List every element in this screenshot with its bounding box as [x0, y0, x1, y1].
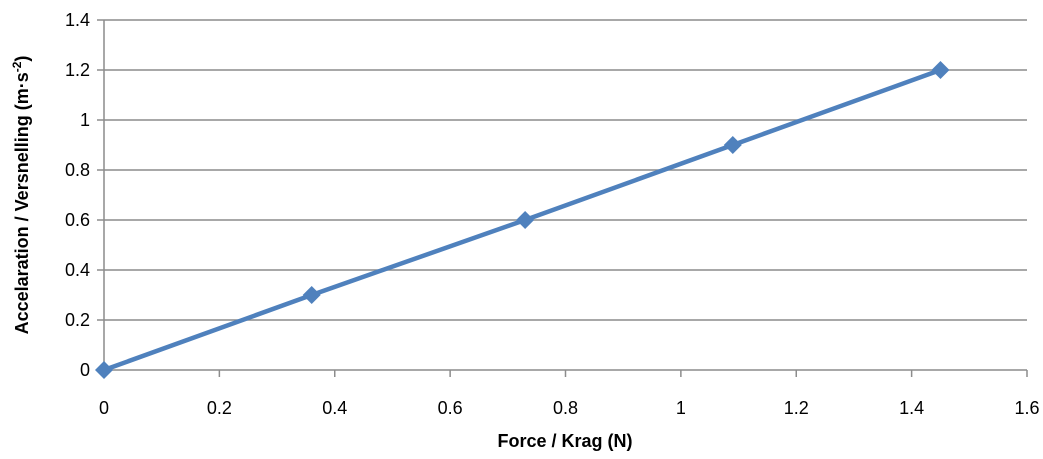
data-point-marker: [302, 286, 321, 304]
y-tick-label: 1.4: [65, 10, 90, 30]
y-tick-label: 0: [80, 360, 90, 380]
x-axis-title: Force / Krag (N): [497, 431, 632, 451]
x-axis-ticks: 0 0.2 0.4 0.6 0.8 1 1.2 1.4 1.6: [99, 370, 1040, 418]
y-axis-title-main: Accelaration / Versnelling (m·s: [12, 72, 32, 334]
x-tick-label: 0.4: [322, 398, 347, 418]
series-group: [95, 61, 950, 379]
data-point-marker: [516, 211, 535, 229]
x-tick-label: 1: [676, 398, 686, 418]
y-tick-label: 0.8: [65, 160, 90, 180]
data-point-marker: [723, 136, 742, 154]
y-axis-title-superscript: -2: [10, 61, 24, 72]
x-tick-label: 0: [99, 398, 109, 418]
x-tick-label: 1.2: [784, 398, 809, 418]
x-tick-label: 0.6: [438, 398, 463, 418]
x-tick-label: 0.2: [207, 398, 232, 418]
y-axis-title: Accelaration / Versnelling (m·s-2): [10, 56, 32, 335]
x-tick-label: 1.6: [1014, 398, 1039, 418]
y-tick-label: 0.6: [65, 210, 90, 230]
y-axis-ticks: 0 0.2 0.4 0.6 0.8 1 1.2 1.4: [65, 10, 104, 380]
x-tick-label: 1.4: [899, 398, 924, 418]
y-axis-title-close: ): [12, 56, 32, 62]
y-tick-label: 1: [80, 110, 90, 130]
y-tick-label: 0.2: [65, 310, 90, 330]
data-point-marker: [931, 61, 950, 79]
x-tick-label: 0.8: [553, 398, 578, 418]
axes: [103, 20, 1027, 371]
grid-lines: [104, 19, 1027, 321]
y-tick-label: 0.4: [65, 260, 90, 280]
y-tick-label: 1.2: [65, 60, 90, 80]
data-point-marker: [95, 361, 113, 379]
